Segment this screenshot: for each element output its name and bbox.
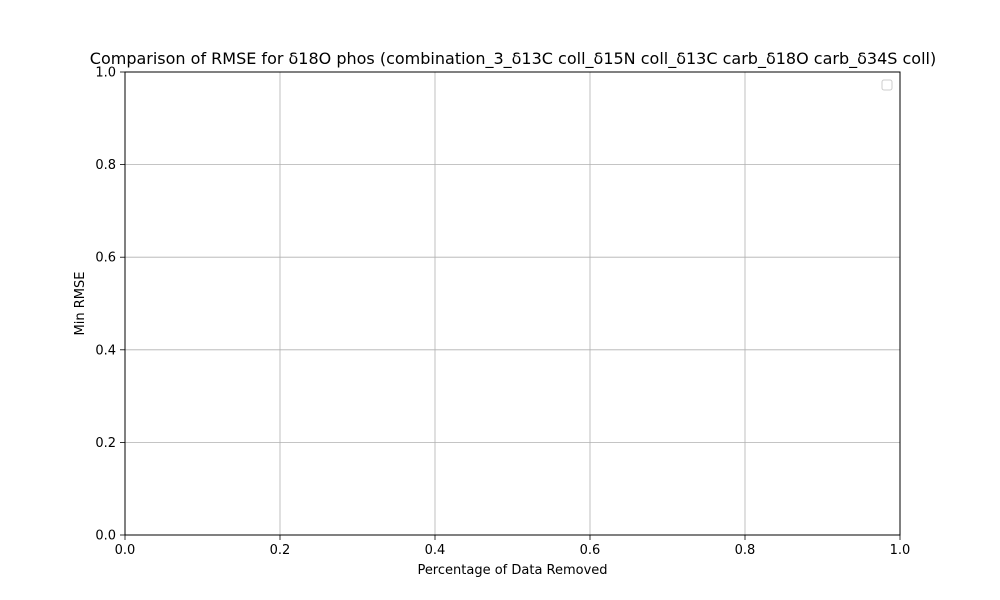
y-tick-label: 0.6: [95, 251, 116, 266]
y-tick-label: 1.0: [95, 66, 116, 81]
chart-title: Comparison of RMSE for δ18O phos (combin…: [90, 49, 936, 69]
x-tick-label: 1.0: [890, 543, 911, 558]
y-axis-label: Min RMSE: [73, 272, 88, 336]
y-tick-label: 0.8: [95, 158, 116, 173]
grid: [124, 71, 901, 536]
y-tick-label: 0.0: [95, 529, 116, 544]
y-tick-label: 0.2: [95, 436, 116, 451]
x-tick-label: 0.0: [115, 543, 136, 558]
legend: [881, 79, 893, 91]
plot-area: [124, 71, 901, 536]
x-axis-label: Percentage of Data Removed: [417, 563, 607, 578]
x-tick-label: 0.4: [425, 543, 446, 558]
x-tick-label: 0.2: [270, 543, 291, 558]
x-axis: 0.0 0.2 0.4 0.6 0.8 1.0: [115, 535, 911, 558]
y-tick-label: 0.4: [95, 343, 116, 358]
x-tick-label: 0.6: [580, 543, 601, 558]
x-tick-label: 0.8: [735, 543, 756, 558]
y-axis: 0.0 0.2 0.4 0.6 0.8 1.0: [95, 66, 125, 544]
